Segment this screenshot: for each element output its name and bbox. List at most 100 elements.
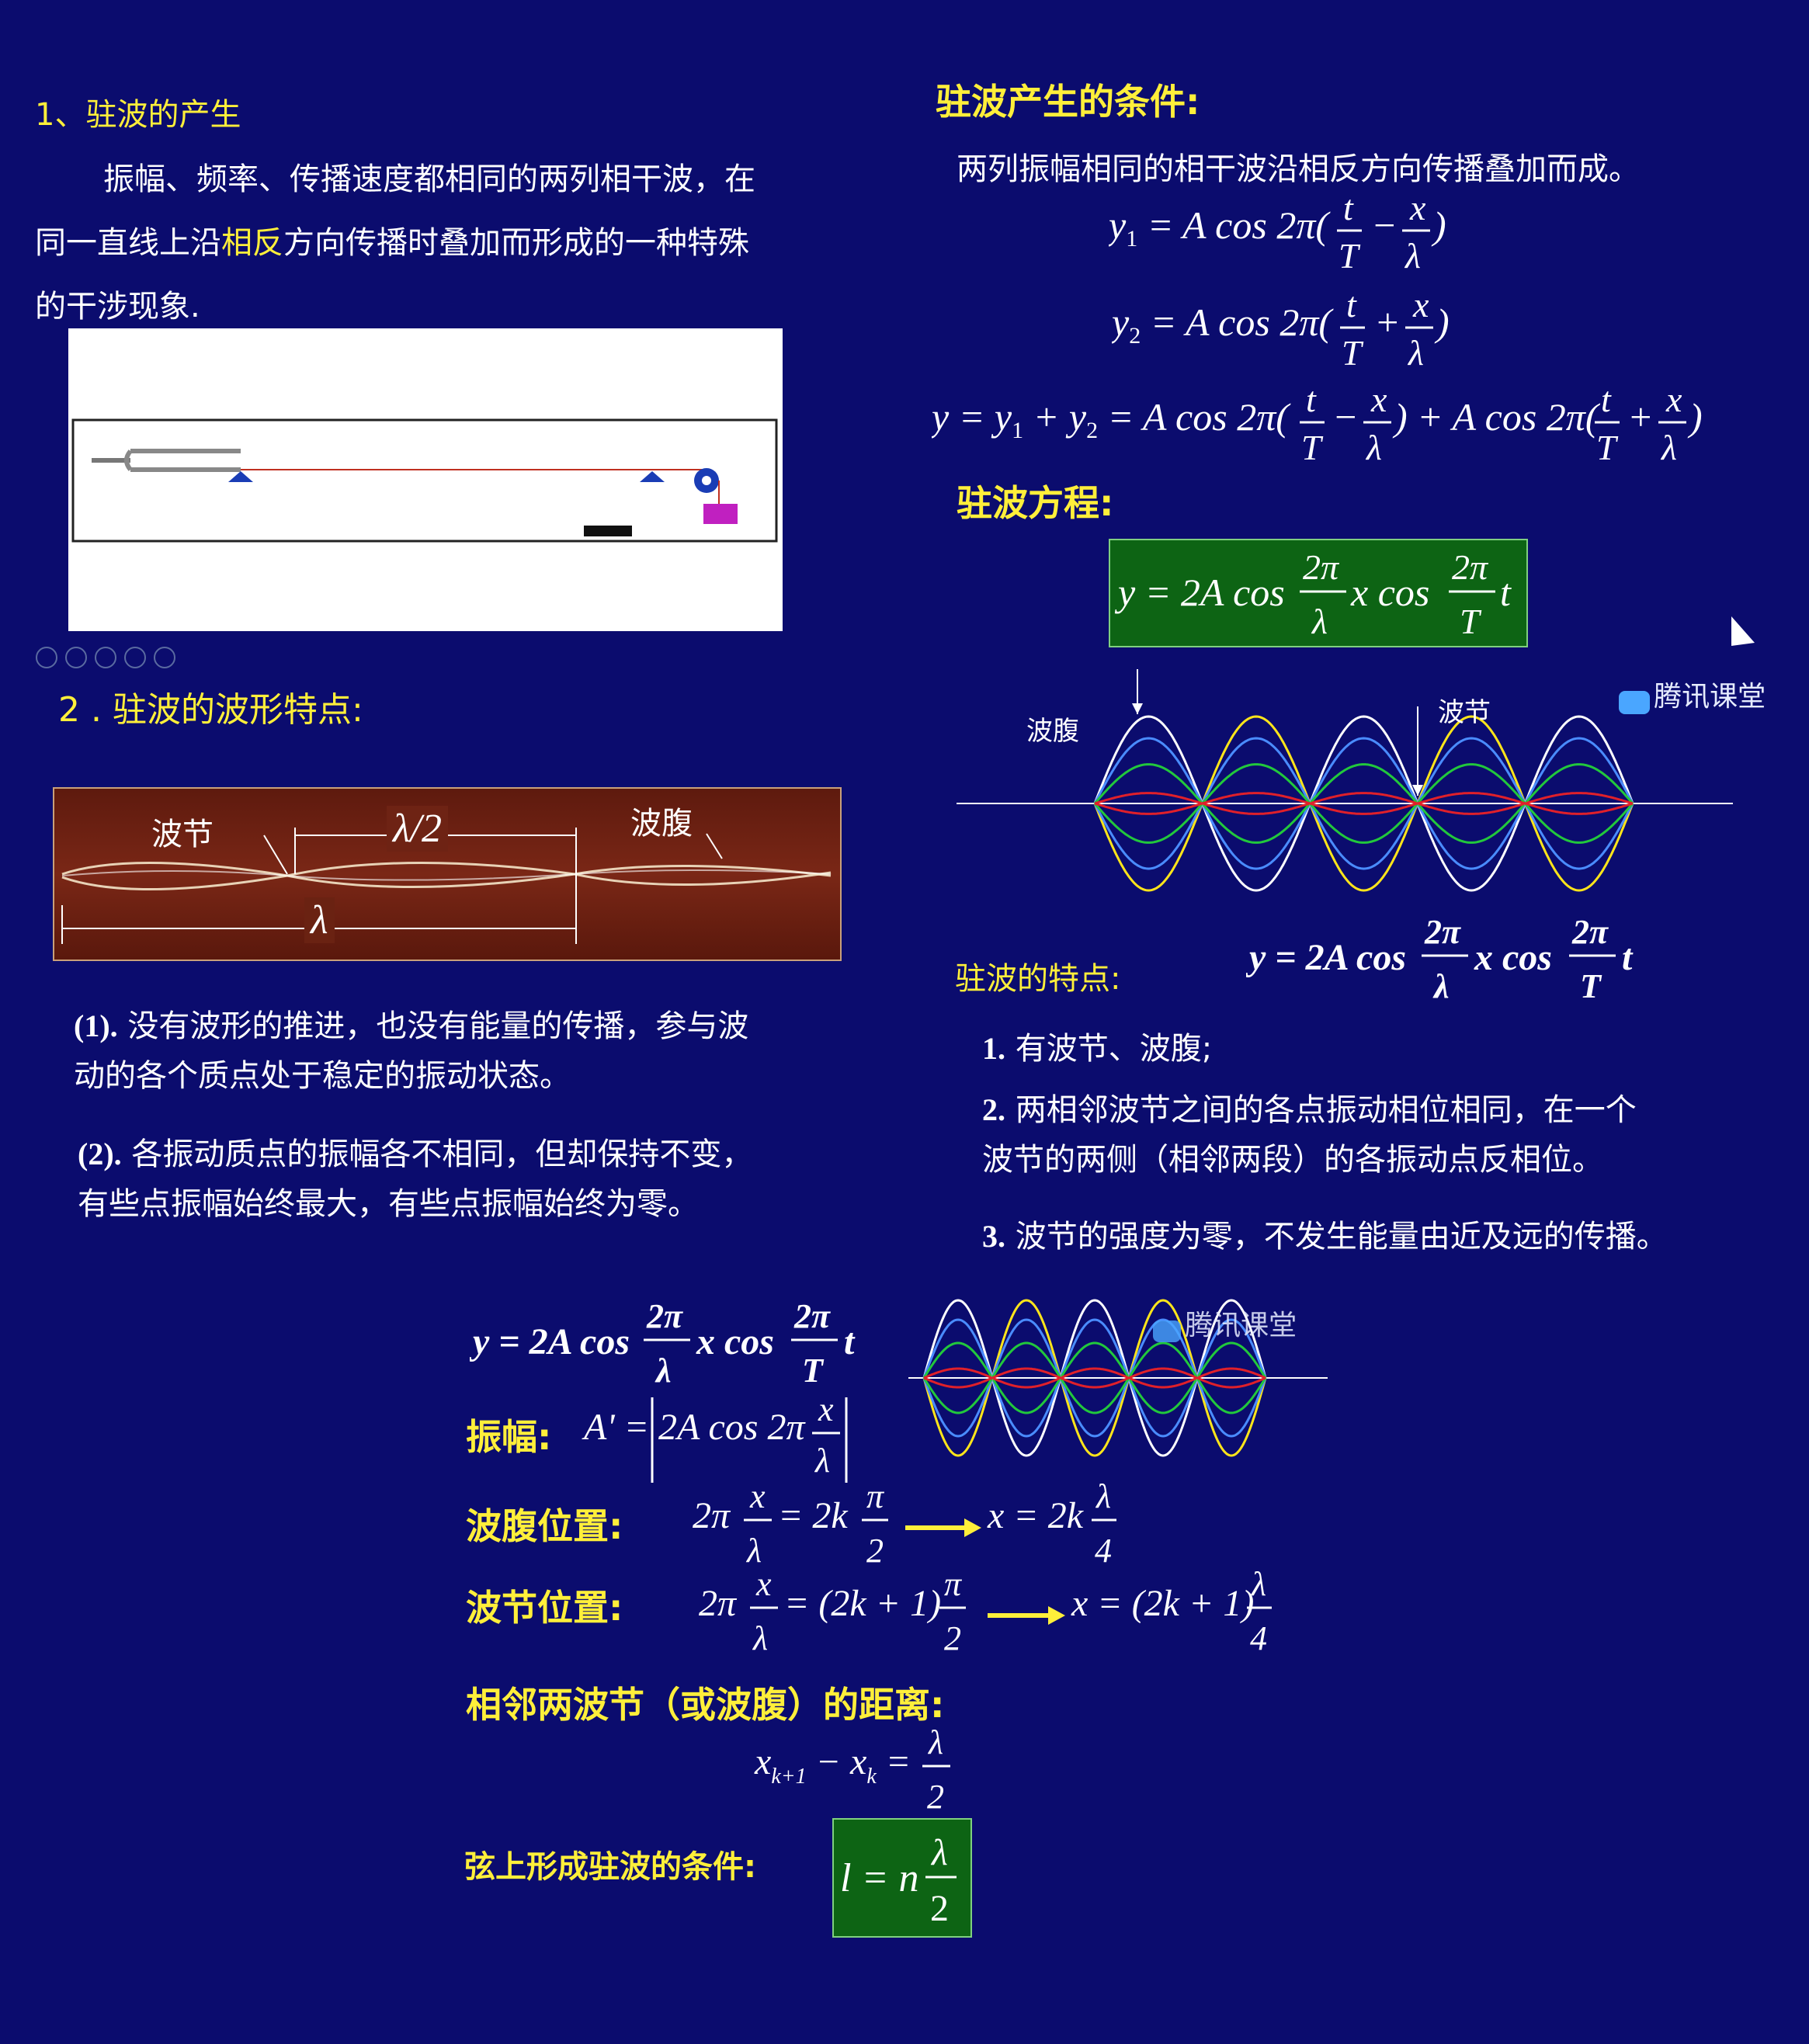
svg-text:λ: λ — [1365, 428, 1382, 467]
left-point-2: (2). 各振动质点的振幅各不相同，但却保持不变， 有些点振幅始终最大，有些点振… — [78, 1137, 753, 1222]
svg-text:t: t — [1500, 571, 1512, 614]
standing-wave-svg — [957, 669, 1733, 892]
svg-text:2π: 2π — [1303, 547, 1340, 587]
svg-text:y = 2A cos: y = 2A cos — [1246, 937, 1406, 978]
svg-text:x: x — [1370, 382, 1387, 419]
svg-text:y = 2A cos: y = 2A cos — [1114, 571, 1285, 614]
pointer-arrowhead-0 — [1132, 703, 1143, 714]
svg-text:= 2k: = 2k — [778, 1495, 849, 1536]
svg-text:): ) — [1687, 395, 1703, 439]
wave-curve-6 — [1093, 763, 1634, 844]
equation-label: 驻波方程: — [957, 482, 1114, 524]
distance-formula: xk+1 − xk = λ 2 — [753, 1720, 970, 1831]
svg-text:T: T — [1460, 602, 1482, 641]
svg-text:x cos: x cos — [696, 1321, 774, 1362]
wave-node-label: 波节 — [1438, 697, 1491, 728]
wave-curve-6 — [922, 1341, 1267, 1414]
para-line-2b: 方向传播时叠加而形成的一种特殊 — [283, 225, 749, 261]
svg-text:λ: λ — [1095, 1477, 1111, 1515]
tencent-watermark-2: 腾讯课堂 — [1153, 1303, 1297, 1343]
svg-text:λ: λ — [814, 1442, 830, 1480]
svg-text:π: π — [866, 1477, 885, 1515]
svg-text:2: 2 — [930, 1888, 949, 1929]
svg-text:2π: 2π — [1452, 547, 1489, 587]
svg-text:λ: λ — [1660, 428, 1677, 467]
svg-text:λ: λ — [745, 1532, 762, 1570]
svg-text:2π: 2π — [1424, 913, 1461, 951]
svg-text:λ: λ — [1432, 967, 1450, 1005]
svg-text:): ) — [1431, 203, 1446, 247]
svg-text:2π: 2π — [699, 1583, 738, 1624]
svg-text:π: π — [944, 1565, 963, 1603]
support-left-icon — [228, 471, 253, 482]
svg-text:2π: 2π — [1571, 913, 1609, 951]
wave-curve-1 — [922, 1318, 1267, 1438]
svg-text:l = n: l = n — [840, 1856, 919, 1900]
wave-curve-0 — [922, 1299, 1267, 1457]
svg-text:= (2k + 1): = (2k + 1) — [784, 1583, 941, 1624]
condition-description: 两列振幅相同的相干波沿相反方向传播叠加而成。 — [957, 151, 1640, 187]
para-line-3: 的干涉现象. — [35, 289, 200, 324]
wave-antinode-label: 波腹 — [1026, 716, 1079, 747]
amplitude-label: 振幅: — [466, 1416, 552, 1458]
svg-text:x: x — [749, 1477, 766, 1515]
svg-text:−: − — [1371, 203, 1398, 247]
svg-text:λ: λ — [927, 1723, 943, 1761]
wave-curve-2 — [922, 1341, 1267, 1414]
svg-text:λ: λ — [1404, 236, 1421, 276]
svg-text:T: T — [1596, 428, 1619, 467]
wave-curve-4 — [922, 1299, 1267, 1457]
section2-heading: 2 . 驻波的波形特点: — [58, 690, 363, 730]
apparatus-video[interactable] — [68, 328, 783, 631]
wave-photo: 波节 λ/2 波腹 λ — [53, 787, 842, 961]
svg-text:+: + — [1627, 395, 1654, 439]
features-label: 驻波的特点: — [955, 961, 1121, 997]
svg-text:λ: λ — [655, 1352, 672, 1390]
svg-text:λ: λ — [1407, 333, 1424, 373]
zoom-icon[interactable] — [124, 647, 146, 668]
svg-text:x: x — [1412, 287, 1429, 324]
svg-text:x = (2k + 1): x = (2k + 1) — [1071, 1583, 1254, 1624]
svg-text:y = 2A cos: y = 2A cos — [470, 1321, 630, 1362]
svg-text:λ: λ — [752, 1619, 768, 1657]
photo-node-label: 波节 — [151, 817, 214, 852]
svg-text:λ: λ — [930, 1832, 948, 1873]
support-right-icon — [640, 471, 665, 482]
svg-text:): ) — [1434, 300, 1450, 344]
svg-text:t: t — [1306, 382, 1317, 419]
device-icon — [584, 526, 632, 536]
more-icon[interactable] — [154, 647, 175, 668]
wave-curve-4 — [1093, 715, 1634, 892]
wave-curve-5 — [922, 1318, 1267, 1438]
feature-1: 1. 有波节、波腹; — [982, 1031, 1213, 1067]
svg-text:A' =: A' = — [582, 1407, 649, 1448]
svg-text:xk+1 − xk =: xk+1 − xk = — [754, 1741, 911, 1789]
svg-text:x cos: x cos — [1350, 571, 1429, 614]
left-point-1: (1). 没有波形的推进，也没有能量的传播，参与波 动的各个质点处于稳定的振动状… — [74, 1008, 749, 1094]
hanging-weight-icon — [703, 504, 738, 524]
copy-icon[interactable] — [95, 647, 116, 668]
pen-icon[interactable] — [65, 647, 87, 668]
string-condition-label: 弦上形成驻波的条件: — [464, 1849, 756, 1885]
svg-text:2A cos 2π: 2A cos 2π — [658, 1407, 806, 1448]
photo-half-wavelength: λ/2 — [387, 806, 448, 852]
wave-curve-3 — [1094, 792, 1634, 815]
player-controls — [36, 647, 175, 668]
apparatus-diagram — [71, 418, 778, 543]
svg-text:−: − — [1332, 395, 1359, 439]
svg-text:t: t — [1346, 287, 1357, 324]
para-line-2a: 同一直线上沿 — [35, 225, 221, 261]
svg-text:λ: λ — [1311, 602, 1328, 641]
feature-2: 2. 两相邻波节之间的各点振动相位相同，在一个 波节的两侧（相邻两段）的各振动点… — [982, 1092, 1637, 1178]
svg-text:2π: 2π — [646, 1297, 683, 1335]
svg-text:+: + — [1374, 300, 1401, 344]
standing-wave-diagram: 波腹 波节 腾讯课堂 — [901, 652, 1786, 908]
play-icon[interactable] — [36, 647, 57, 668]
antinode-position-label: 波腹位置: — [466, 1505, 623, 1547]
wave-curve-2 — [1093, 763, 1634, 844]
svg-text:t: t — [1601, 382, 1612, 419]
svg-text:x: x — [1409, 190, 1426, 227]
wave-curve-0 — [1093, 715, 1634, 892]
